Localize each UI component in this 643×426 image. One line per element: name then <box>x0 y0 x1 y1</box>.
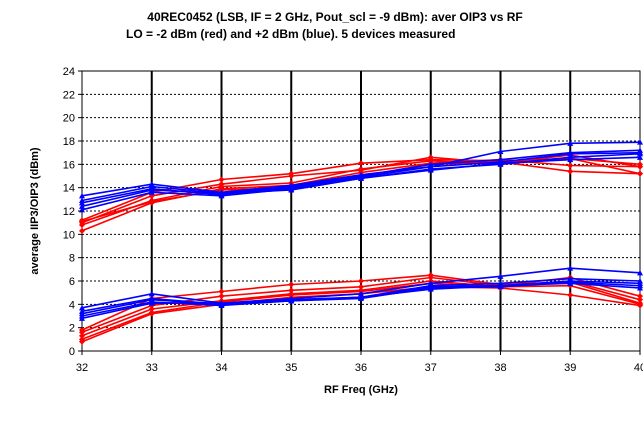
x-tick-label: 40 <box>634 362 643 374</box>
y-axis-label: average IIP3/OIP3 (dBm) <box>29 147 41 274</box>
y-tick-label: 0 <box>69 346 75 358</box>
grid-lines <box>82 71 640 351</box>
data-point <box>148 189 155 195</box>
data-point <box>79 199 85 206</box>
data-point <box>148 290 155 297</box>
data-point <box>358 283 364 290</box>
y-tick-label: 10 <box>63 229 75 241</box>
data-point <box>497 148 504 154</box>
data-point <box>427 286 434 292</box>
data-point <box>427 274 434 281</box>
data-point <box>567 140 574 146</box>
data-point <box>218 300 225 306</box>
data-point <box>637 269 643 276</box>
series-group <box>79 139 643 345</box>
data-point <box>637 293 643 300</box>
y-tick-label: 14 <box>63 183 75 195</box>
data-point <box>358 290 364 297</box>
data-point <box>79 227 85 234</box>
data-point <box>79 222 85 228</box>
data-point <box>79 329 85 336</box>
x-tick-label: 32 <box>76 362 88 374</box>
data-point <box>567 150 574 157</box>
data-point <box>288 185 295 192</box>
x-axis-label: RF Freq (GHz) <box>324 384 398 396</box>
data-point <box>79 315 85 321</box>
y-tick-label: 18 <box>63 136 75 148</box>
data-point <box>637 163 643 170</box>
y-tick-label: 2 <box>69 323 75 335</box>
y-tick-label: 22 <box>63 89 75 101</box>
data-point <box>79 304 85 311</box>
x-tick-label: 33 <box>146 362 158 374</box>
y-tick-label: 12 <box>63 206 75 218</box>
data-point <box>637 139 643 145</box>
chart-subtitle: LO = -2 dBm (red) and +2 dBm (blue). 5 d… <box>126 27 456 41</box>
data-point <box>79 338 85 345</box>
data-point <box>218 192 225 199</box>
data-point <box>567 280 574 286</box>
data-point <box>637 170 643 177</box>
data-point <box>288 287 295 294</box>
data-point <box>79 192 85 199</box>
data-point <box>497 160 504 166</box>
y-tick-label: 4 <box>69 299 75 311</box>
data-point <box>218 293 225 300</box>
data-point <box>288 296 295 303</box>
data-point <box>358 294 364 300</box>
data-point <box>218 176 225 183</box>
data-point <box>567 292 574 298</box>
data-point <box>567 162 574 169</box>
x-tick-label: 34 <box>215 362 227 374</box>
x-tick-labels: 32 33 34 35 36 37 38 39 40 <box>76 351 643 374</box>
data-point <box>358 278 364 284</box>
data-point <box>637 285 643 291</box>
y-tick-label: 16 <box>63 159 75 171</box>
data-point <box>148 300 155 306</box>
y-tick-label: 24 <box>63 66 75 78</box>
data-point <box>79 218 85 225</box>
data-point <box>427 167 434 173</box>
data-point <box>637 302 643 309</box>
data-point <box>567 168 574 175</box>
data-point <box>79 332 85 339</box>
x-tick-label: 38 <box>494 362 506 374</box>
data-point <box>358 175 364 181</box>
data-point <box>148 198 155 205</box>
y-tick-label: 8 <box>69 253 75 265</box>
data-point <box>358 166 364 172</box>
data-point <box>497 273 504 279</box>
data-point <box>427 154 434 161</box>
y-tick-label: 20 <box>63 113 75 125</box>
data-point <box>637 296 643 303</box>
data-point <box>637 150 643 157</box>
x-tick-label: 35 <box>285 362 297 374</box>
data-point <box>567 265 574 271</box>
data-point <box>79 203 85 209</box>
x-tick-label: 37 <box>425 362 437 374</box>
data-point <box>497 282 504 289</box>
x-tick-label: 36 <box>355 362 367 374</box>
data-point <box>148 310 155 317</box>
chart-title: 40REC0452 (LSB, IF = 2 GHz, Pout_scl = -… <box>147 10 523 24</box>
data-point <box>567 156 574 163</box>
y-tick-label: 6 <box>69 276 75 288</box>
data-point <box>288 281 295 288</box>
data-point <box>218 288 225 295</box>
data-point <box>637 154 643 160</box>
x-tick-label: 39 <box>564 362 576 374</box>
data-point <box>358 160 364 167</box>
data-point <box>288 173 295 179</box>
data-point <box>148 306 155 312</box>
